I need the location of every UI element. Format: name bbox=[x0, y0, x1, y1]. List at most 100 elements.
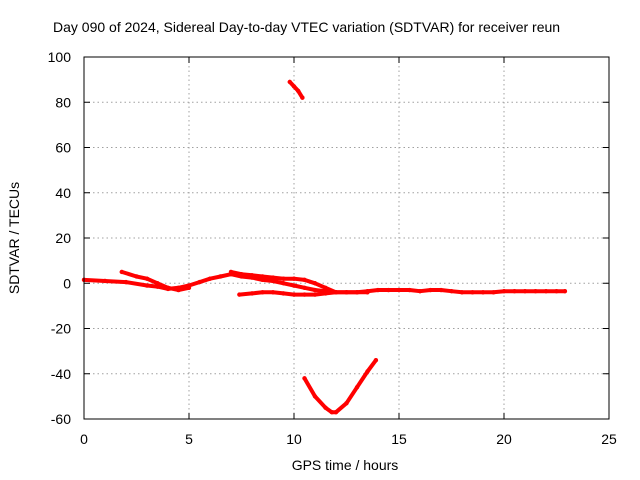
data-point bbox=[302, 376, 307, 381]
data-point bbox=[329, 410, 334, 415]
chart-title: Day 090 of 2024, Sidereal Day-to-day VTE… bbox=[53, 19, 560, 35]
data-point bbox=[270, 290, 276, 295]
x-tick-label: 25 bbox=[601, 431, 617, 447]
y-tick-label: -60 bbox=[51, 411, 71, 427]
data-point bbox=[302, 292, 307, 297]
data-point bbox=[533, 288, 538, 294]
data-point bbox=[312, 287, 318, 293]
y-tick-label: 0 bbox=[63, 275, 71, 291]
data-point bbox=[237, 292, 242, 297]
data-point bbox=[165, 285, 171, 290]
data-point bbox=[291, 84, 297, 89]
data-point bbox=[344, 290, 349, 295]
data-point bbox=[302, 285, 307, 290]
data-point bbox=[501, 288, 507, 294]
data-point bbox=[459, 290, 465, 295]
data-point bbox=[312, 292, 318, 297]
data-point bbox=[281, 281, 286, 286]
data-point bbox=[228, 269, 234, 275]
grid-lines bbox=[83, 56, 610, 420]
data-point bbox=[155, 281, 160, 286]
data-point bbox=[375, 287, 381, 293]
data-point bbox=[396, 287, 402, 293]
data-point bbox=[249, 273, 255, 278]
data-point bbox=[417, 288, 423, 294]
data-point bbox=[239, 272, 244, 277]
data-point bbox=[287, 79, 292, 85]
data-point bbox=[512, 288, 517, 294]
data-point bbox=[249, 291, 255, 296]
data-point bbox=[438, 287, 444, 293]
data-point bbox=[260, 274, 265, 279]
data-point bbox=[291, 276, 297, 281]
data-point bbox=[312, 394, 318, 399]
data-point bbox=[386, 287, 391, 293]
data-point bbox=[123, 279, 129, 285]
data-point bbox=[333, 410, 339, 415]
data-point bbox=[260, 290, 265, 295]
data-series bbox=[81, 79, 568, 415]
data-point bbox=[218, 274, 223, 279]
data-point bbox=[144, 276, 150, 281]
x-tick-label: 15 bbox=[391, 431, 407, 447]
series-trace-5 bbox=[287, 79, 305, 100]
data-point bbox=[449, 288, 454, 294]
data-point bbox=[302, 277, 307, 283]
y-tick-label: 20 bbox=[55, 230, 71, 246]
y-tick-label: -20 bbox=[51, 321, 71, 337]
x-axis-label: GPS time / hours bbox=[292, 457, 399, 473]
x-tick-labels: 0 5 10 15 20 25 bbox=[80, 431, 617, 447]
data-point bbox=[562, 288, 568, 294]
data-point bbox=[270, 275, 276, 280]
y-tick-label: 40 bbox=[55, 185, 71, 201]
data-point bbox=[323, 405, 328, 410]
data-point bbox=[522, 288, 528, 294]
data-point bbox=[354, 290, 360, 295]
x-tick-label: 20 bbox=[496, 431, 512, 447]
data-point bbox=[176, 287, 181, 293]
y-tick-label: 80 bbox=[55, 94, 71, 110]
data-point bbox=[270, 278, 276, 284]
x-tick-label: 5 bbox=[185, 431, 193, 447]
data-point bbox=[333, 290, 339, 295]
data-point bbox=[291, 283, 297, 288]
data-point bbox=[102, 278, 108, 284]
plot-frame bbox=[83, 56, 610, 420]
data-point bbox=[260, 277, 265, 283]
data-point bbox=[207, 276, 213, 281]
data-point bbox=[300, 95, 305, 100]
data-point bbox=[312, 281, 318, 286]
data-point bbox=[428, 287, 433, 293]
x-tick-label: 10 bbox=[286, 431, 302, 447]
y-tick-label: 100 bbox=[48, 49, 72, 65]
data-point bbox=[186, 285, 192, 290]
data-point bbox=[344, 400, 349, 406]
series-trace-6 bbox=[302, 358, 378, 415]
data-point bbox=[354, 385, 360, 390]
data-point bbox=[281, 291, 286, 296]
x-tick-label: 0 bbox=[80, 431, 88, 447]
data-point bbox=[554, 288, 559, 294]
data-point bbox=[365, 290, 370, 295]
y-axis-label: SDTVAR / TECUs bbox=[6, 182, 22, 294]
data-point bbox=[296, 88, 301, 94]
data-point bbox=[134, 274, 139, 279]
data-point bbox=[119, 269, 125, 275]
data-point bbox=[470, 290, 475, 295]
data-point bbox=[323, 285, 328, 290]
data-point bbox=[373, 357, 379, 363]
data-point bbox=[291, 292, 297, 297]
data-point bbox=[365, 369, 370, 374]
y-tick-label: 60 bbox=[55, 140, 71, 156]
y-tick-labels: -60 -40 -20 0 20 40 60 80 100 bbox=[48, 49, 72, 427]
data-point bbox=[480, 290, 486, 295]
data-point bbox=[323, 291, 328, 296]
data-point bbox=[543, 288, 549, 294]
data-point bbox=[197, 279, 202, 285]
data-point bbox=[491, 290, 496, 295]
data-point bbox=[407, 287, 412, 293]
data-point bbox=[281, 276, 286, 281]
data-point bbox=[144, 283, 150, 288]
y-tick-label: -40 bbox=[51, 366, 71, 382]
